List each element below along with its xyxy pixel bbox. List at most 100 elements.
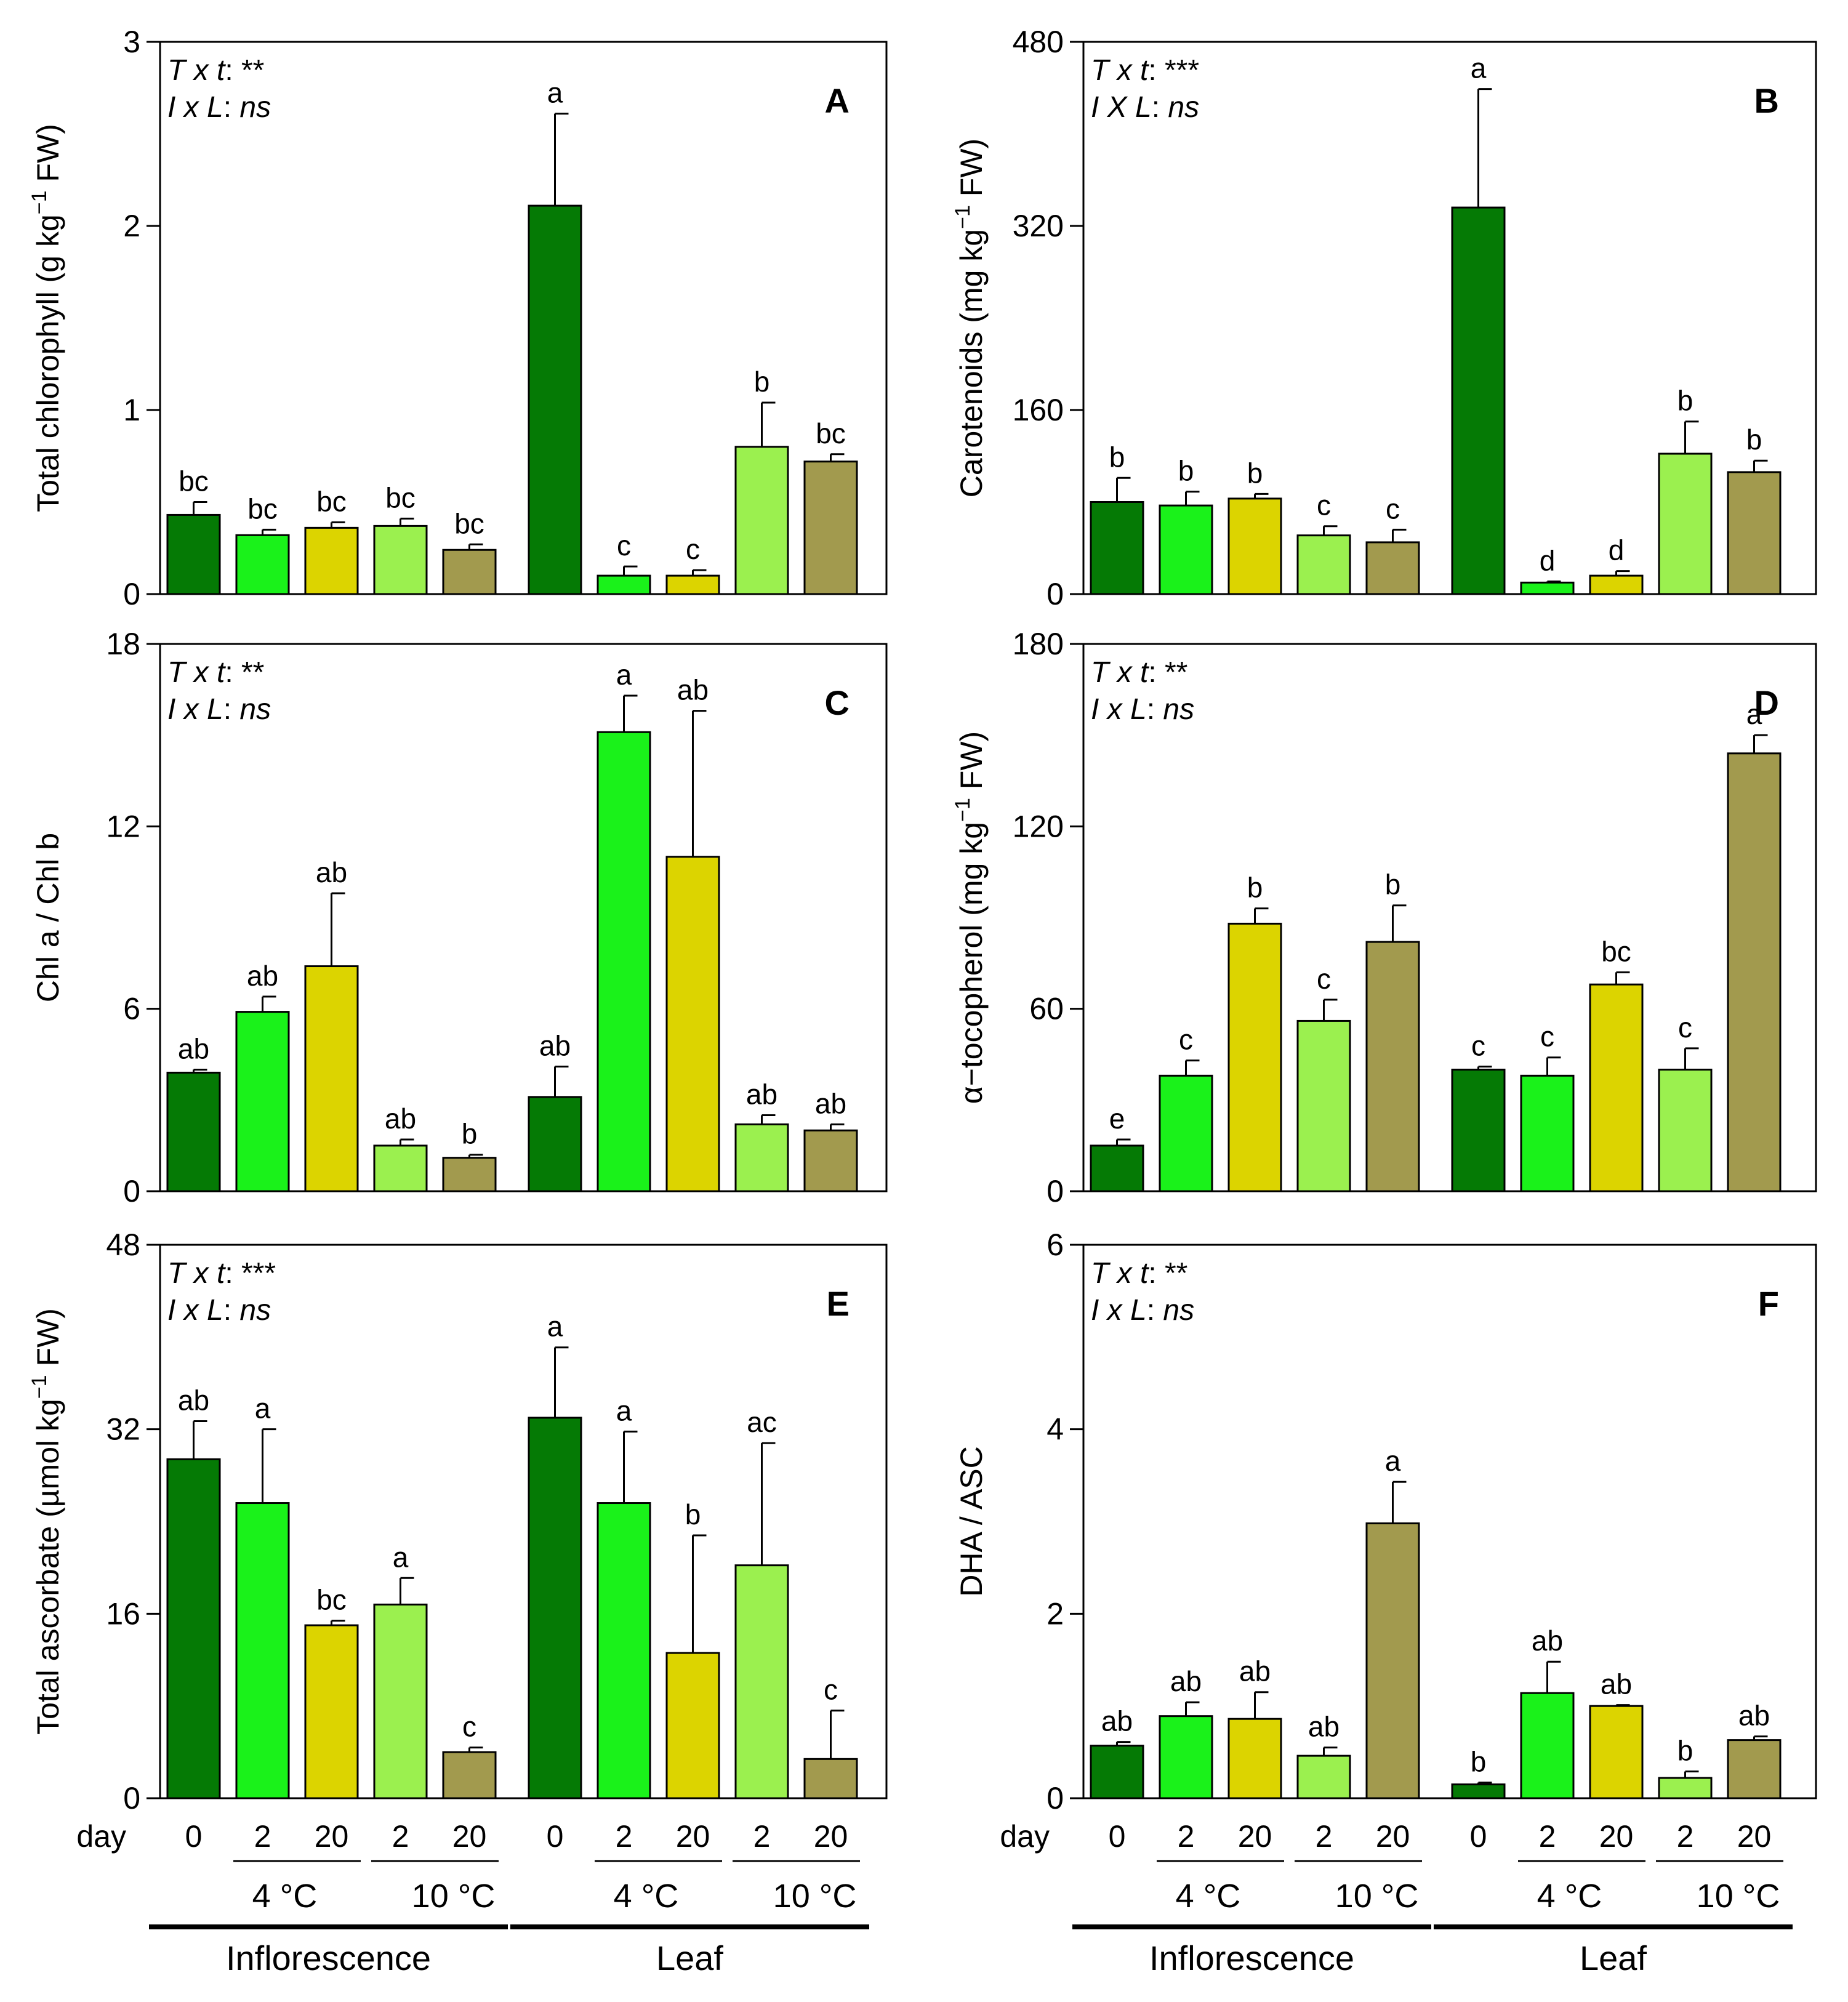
y-tick-label: 0 bbox=[123, 577, 140, 611]
significance-letter: ab bbox=[1738, 1700, 1770, 1732]
y-axis-title: Total ascorbate (µmol kg−1 FW) bbox=[28, 1308, 65, 1735]
day-tick-label: 0 bbox=[1470, 1819, 1487, 1854]
significance-letter: ab bbox=[746, 1079, 777, 1111]
bar-leaf-4 bbox=[734, 1564, 789, 1799]
bar-leaf-3 bbox=[1589, 1705, 1644, 1799]
day-tick-label: 2 bbox=[1178, 1819, 1195, 1854]
significance-letter: a bbox=[1471, 52, 1487, 84]
stat-value: *** bbox=[1165, 54, 1199, 87]
significance-letter: a bbox=[547, 77, 563, 109]
significance-letter: ab bbox=[316, 856, 347, 888]
bar-leaf-5 bbox=[1727, 752, 1782, 1192]
bar-leaf-4 bbox=[1658, 452, 1713, 595]
significance-letter: e bbox=[1109, 1103, 1125, 1135]
bar-inflorescence-2 bbox=[235, 534, 290, 595]
bar-inflorescence-3 bbox=[1227, 1718, 1282, 1799]
bar-inflorescence-2 bbox=[1159, 1715, 1213, 1799]
stat-annotation: I x L: ns bbox=[1091, 693, 1194, 726]
panel-letter: B bbox=[1754, 81, 1779, 120]
bar-inflorescence-5 bbox=[1365, 541, 1420, 595]
bar-leaf-3 bbox=[1589, 983, 1644, 1192]
stat-annotation: T x t: ** bbox=[1091, 656, 1187, 689]
significance-letter: b bbox=[1677, 1735, 1693, 1767]
y-axis-title-exponent: −1 bbox=[28, 190, 51, 214]
significance-letter: ab bbox=[385, 1103, 416, 1135]
day-tick-label: 20 bbox=[1599, 1819, 1634, 1854]
significance-letter: c bbox=[1471, 1030, 1485, 1062]
bar-leaf-4 bbox=[1658, 1777, 1713, 1799]
bar-leaf-2 bbox=[597, 574, 651, 595]
significance-letter: ab bbox=[247, 960, 278, 992]
plot-frame bbox=[1082, 41, 1817, 595]
plot-frame bbox=[159, 41, 888, 595]
significance-letter: bc bbox=[454, 507, 484, 539]
y-axis-title-unit: FW) bbox=[31, 124, 65, 190]
bar-leaf-3 bbox=[665, 1652, 720, 1799]
stat-colon: : bbox=[225, 656, 241, 689]
y-axis-title: DHA / ASC bbox=[954, 1446, 989, 1597]
panel-d: 0 60 120 180 α−tocopherol (mg kg−1 FW) D T x t… bbox=[951, 627, 1817, 1208]
bar-inflorescence-1 bbox=[166, 1458, 221, 1799]
y-axis-title-exponent: −1 bbox=[28, 1375, 51, 1399]
bar-leaf-3 bbox=[665, 856, 720, 1192]
bar-leaf-2 bbox=[597, 1502, 651, 1799]
panel-e: 0 16 32 48 Total ascorbate (µmol kg−1 FW) E T … bbox=[28, 1228, 888, 1815]
bar-leaf-4 bbox=[1658, 1068, 1713, 1192]
significance-letter: c bbox=[1678, 1011, 1692, 1043]
y-tick-label: 6 bbox=[123, 992, 140, 1026]
bar-inflorescence-1 bbox=[166, 1071, 221, 1192]
stat-term: T x t bbox=[167, 54, 226, 87]
y-tick-label: 160 bbox=[1013, 393, 1064, 427]
stat-colon: : bbox=[223, 91, 240, 124]
stat-annotation: T x t: *** bbox=[1091, 54, 1199, 87]
panel-b: 0 160 320 480 Carotenoids (mg kg−1 FW) B T x t… bbox=[951, 25, 1817, 611]
bar-leaf-5 bbox=[1727, 1739, 1782, 1799]
stat-value: ** bbox=[1165, 656, 1187, 689]
stat-colon: : bbox=[1148, 1257, 1165, 1290]
bar-inflorescence-1 bbox=[1090, 1144, 1144, 1192]
stat-annotation: T x t: ** bbox=[167, 54, 264, 87]
bar-inflorescence-5 bbox=[442, 549, 497, 595]
y-tick-label: 0 bbox=[123, 1781, 140, 1815]
day-tick-label: 2 bbox=[254, 1819, 271, 1854]
y-tick-label: 12 bbox=[106, 809, 140, 843]
significance-letter: ab bbox=[1601, 1668, 1632, 1700]
bar-leaf-3 bbox=[1589, 574, 1644, 595]
significance-letter: c bbox=[462, 1711, 476, 1743]
y-axis-title: α−tocopherol (mg kg−1 FW) bbox=[951, 731, 989, 1104]
bar-leaf-1 bbox=[1451, 1783, 1506, 1799]
day-tick-label: 2 bbox=[1539, 1819, 1556, 1854]
stat-value: ns bbox=[239, 1294, 271, 1327]
stat-colon: : bbox=[223, 693, 240, 726]
significance-letter: b bbox=[1178, 455, 1194, 487]
bar-leaf-3 bbox=[665, 574, 720, 595]
significance-letter: bc bbox=[1601, 935, 1631, 967]
y-tick-label: 0 bbox=[123, 1174, 140, 1208]
significance-letter: ab bbox=[1308, 1711, 1340, 1743]
stat-term: T x t bbox=[167, 656, 226, 689]
y-axis-title-unit: FW) bbox=[954, 731, 989, 798]
temperature-label: 4 °C bbox=[1176, 1878, 1241, 1915]
day-tick-label: 20 bbox=[1238, 1819, 1272, 1854]
bar-inflorescence-2 bbox=[1159, 1074, 1213, 1192]
bar-inflorescence-1 bbox=[1090, 501, 1144, 595]
plot-frame bbox=[159, 1244, 888, 1799]
bar-inflorescence-4 bbox=[1296, 534, 1351, 595]
significance-letter: bc bbox=[179, 465, 209, 497]
plot-frame bbox=[1082, 643, 1817, 1192]
bar-inflorescence-5 bbox=[1365, 1522, 1420, 1799]
significance-letter: ac bbox=[747, 1406, 777, 1438]
organ-label: Leaf bbox=[1580, 1939, 1647, 1977]
day-tick-label: 20 bbox=[315, 1819, 349, 1854]
day-tick-label: 2 bbox=[1316, 1819, 1333, 1854]
bar-leaf-5 bbox=[803, 460, 858, 595]
stat-value: ns bbox=[239, 91, 271, 124]
significance-letter: a bbox=[616, 1394, 632, 1426]
bar-inflorescence-3 bbox=[304, 965, 359, 1192]
significance-letter: ab bbox=[178, 1032, 209, 1064]
y-tick-label: 32 bbox=[106, 1412, 140, 1447]
bar-inflorescence-3 bbox=[1227, 922, 1282, 1192]
stat-term: T x t bbox=[167, 1257, 226, 1290]
